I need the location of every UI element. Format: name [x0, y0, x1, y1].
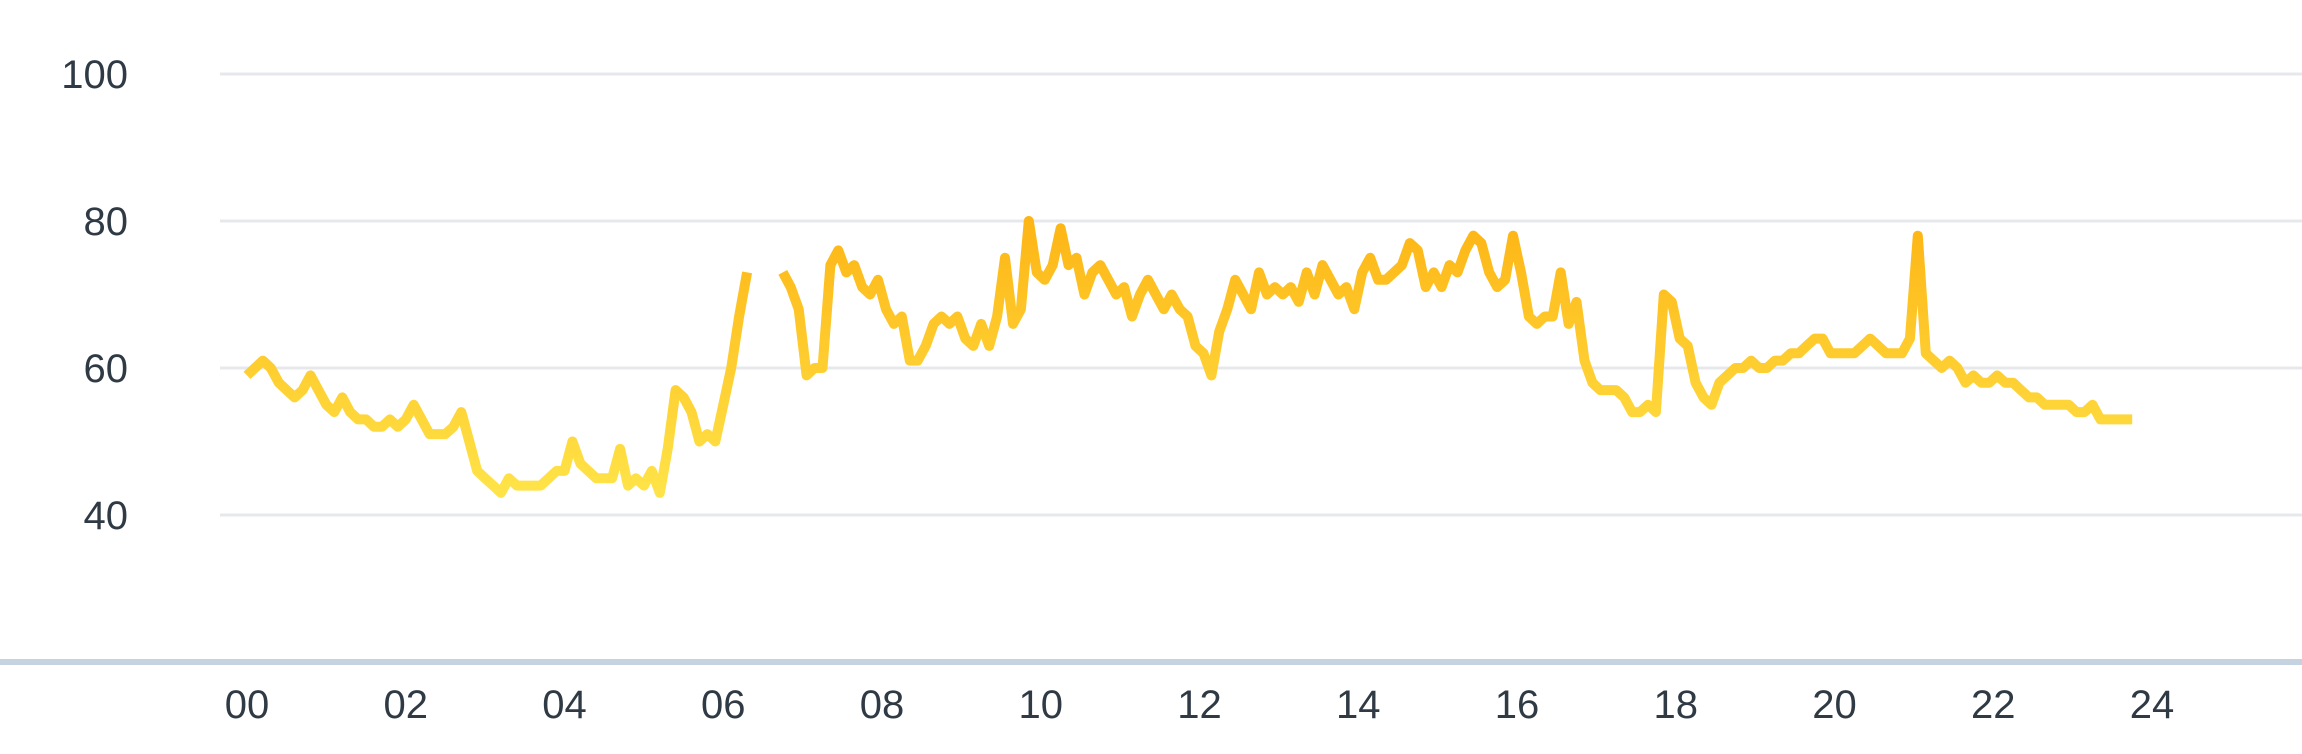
x-tick-label: 02: [384, 683, 429, 727]
x-tick-label: 08: [860, 683, 905, 727]
y-axis-ticks: 40 60 80 100: [61, 53, 128, 538]
series-line-segment-1: [243, 271, 753, 498]
x-tick-label: 14: [1336, 683, 1381, 727]
grid-lines: [220, 72, 2302, 517]
x-axis-ticks: 00 02 04 06 08 10 12 14 16 18 20 22 24: [225, 683, 2175, 727]
series-line: [243, 216, 2133, 498]
x-tick-label: 18: [1654, 683, 1699, 727]
x-tick-label: 04: [542, 683, 587, 727]
series-line-segment-2: [778, 216, 2133, 425]
x-tick-label: 22: [1971, 683, 2016, 727]
y-tick-label: 80: [84, 200, 129, 244]
x-tick-label: 20: [1812, 683, 1857, 727]
x-tick-label: 10: [1019, 683, 1064, 727]
y-tick-label: 40: [84, 494, 129, 538]
x-tick-label: 00: [225, 683, 270, 727]
y-tick-label: 100: [61, 53, 128, 97]
x-tick-label: 24: [2130, 683, 2175, 727]
y-tick-label: 60: [84, 347, 129, 391]
x-tick-label: 06: [701, 683, 746, 727]
x-tick-label: 12: [1177, 683, 1222, 727]
x-tick-label: 16: [1495, 683, 1540, 727]
